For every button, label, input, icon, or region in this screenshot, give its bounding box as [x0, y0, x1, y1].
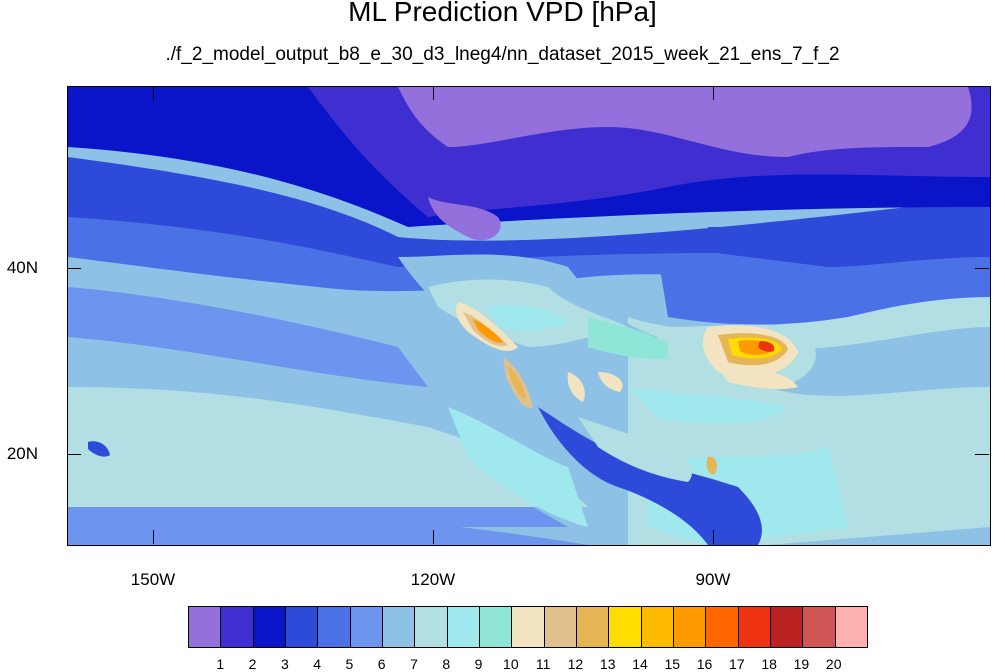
- lat-label-20n: 20N: [6, 444, 38, 463]
- colorbar-label: 8: [442, 656, 451, 672]
- colorbar-swatch: [673, 607, 707, 647]
- mexico-hot-1: [567, 372, 585, 402]
- southwest-land-10: [588, 317, 688, 359]
- colorbar-swatch: [576, 607, 610, 647]
- tick-top-120w: [433, 86, 434, 100]
- colorbar-label: 9: [474, 656, 483, 672]
- colorbar-label: 5: [345, 656, 354, 672]
- colorbar-swatch: [221, 607, 254, 647]
- colorbar-swatch: [447, 607, 480, 647]
- colorbar-label: 14: [632, 656, 648, 672]
- colorbar-label: 16: [696, 656, 713, 672]
- tick-right-40n: [975, 268, 989, 269]
- sw-hot-11: [456, 302, 518, 352]
- colorbar-swatch: [641, 607, 674, 647]
- vpd-contour-map: [68, 87, 990, 545]
- colorbar-swatch: [253, 607, 286, 647]
- mexico-interior-8: [578, 417, 692, 482]
- colorbar-label: 17: [729, 656, 745, 672]
- lat-label-40n: 40N: [6, 258, 38, 277]
- gulf-9: [628, 387, 788, 424]
- colorbar-label: 4: [313, 656, 322, 672]
- colorbar-label: 7: [410, 656, 418, 672]
- page-subtitle: ./f_2_model_output_b8_e_30_d3_lneg4/nn_d…: [165, 44, 840, 65]
- colorbar-swatch: [803, 607, 836, 647]
- north-band-2b: [608, 136, 768, 172]
- lon-label-90w: 90W: [695, 570, 731, 589]
- sw-hot-16: [473, 319, 503, 343]
- colorbar-swatch: [770, 607, 804, 647]
- ocean-band-6: [68, 287, 428, 387]
- colorbar-swatch: [350, 607, 383, 647]
- colorbar-swatch: [318, 607, 351, 647]
- lon-label-150w: 150W: [130, 570, 176, 589]
- colorbar-swatch: [544, 607, 577, 647]
- tick-right-20n: [975, 454, 989, 455]
- colorbar-swatch: [512, 607, 545, 647]
- colorbar-swatch: [479, 607, 513, 647]
- colorbar-label: 20: [825, 656, 842, 672]
- colorbar-label: 13: [599, 656, 616, 672]
- ocean-band-7b: [768, 327, 990, 396]
- colorbar-label: 15: [664, 656, 681, 672]
- east-band-4: [708, 217, 990, 267]
- tick-top-90w: [713, 86, 714, 100]
- tick-left-40n: [67, 268, 81, 269]
- colorbar-label: 6: [377, 656, 386, 672]
- colorbar-swatch: [609, 607, 642, 647]
- rockies-patch-1: [428, 197, 501, 241]
- east-band-5: [658, 252, 990, 325]
- colorbar-swatch: [382, 607, 416, 647]
- north-band-1: [398, 87, 972, 157]
- ocean-band-8: [68, 387, 588, 507]
- colorbar-label: 2: [248, 656, 257, 672]
- tick-bottom-90w: [713, 530, 714, 544]
- tick-bottom-150w: [153, 530, 154, 544]
- colorbar-swatch: [285, 607, 319, 647]
- colorbar: [188, 606, 868, 648]
- colorbar-label: 10: [503, 656, 519, 672]
- hawaii-islands: [88, 441, 110, 457]
- colorbar-swatch: [835, 607, 867, 647]
- lon-label-120w: 120W: [410, 570, 456, 589]
- map-plot[interactable]: [67, 86, 991, 546]
- page-title: ML Prediction VPD [hPa]: [348, 0, 657, 27]
- colorbar-label: 3: [280, 656, 289, 672]
- mexico-hot-2: [598, 372, 623, 392]
- baja-hot-13: [508, 365, 526, 399]
- colorbar-label: 11: [535, 656, 551, 672]
- west-land-9: [488, 305, 568, 331]
- tick-bottom-120w: [433, 530, 434, 544]
- colorbar-label: 19: [793, 656, 810, 672]
- colorbar-label: 1: [216, 656, 225, 672]
- southeast-hot-18: [758, 341, 775, 352]
- colorbar-swatch: [706, 607, 739, 647]
- tick-left-20n: [67, 454, 81, 455]
- colorbar-swatch: [738, 607, 771, 647]
- colorbar-label: 12: [567, 656, 584, 672]
- florida-hot: [718, 367, 798, 390]
- mexico-coast-band: [538, 407, 762, 545]
- ocean-band-6c: [68, 513, 588, 545]
- ocean-band-9: [448, 407, 588, 527]
- tick-top-150w: [153, 86, 154, 100]
- colorbar-swatch: [189, 607, 222, 647]
- mexico-hot-3: [706, 456, 717, 475]
- colorbar-label: 18: [761, 656, 777, 672]
- colorbar-swatch: [415, 607, 448, 647]
